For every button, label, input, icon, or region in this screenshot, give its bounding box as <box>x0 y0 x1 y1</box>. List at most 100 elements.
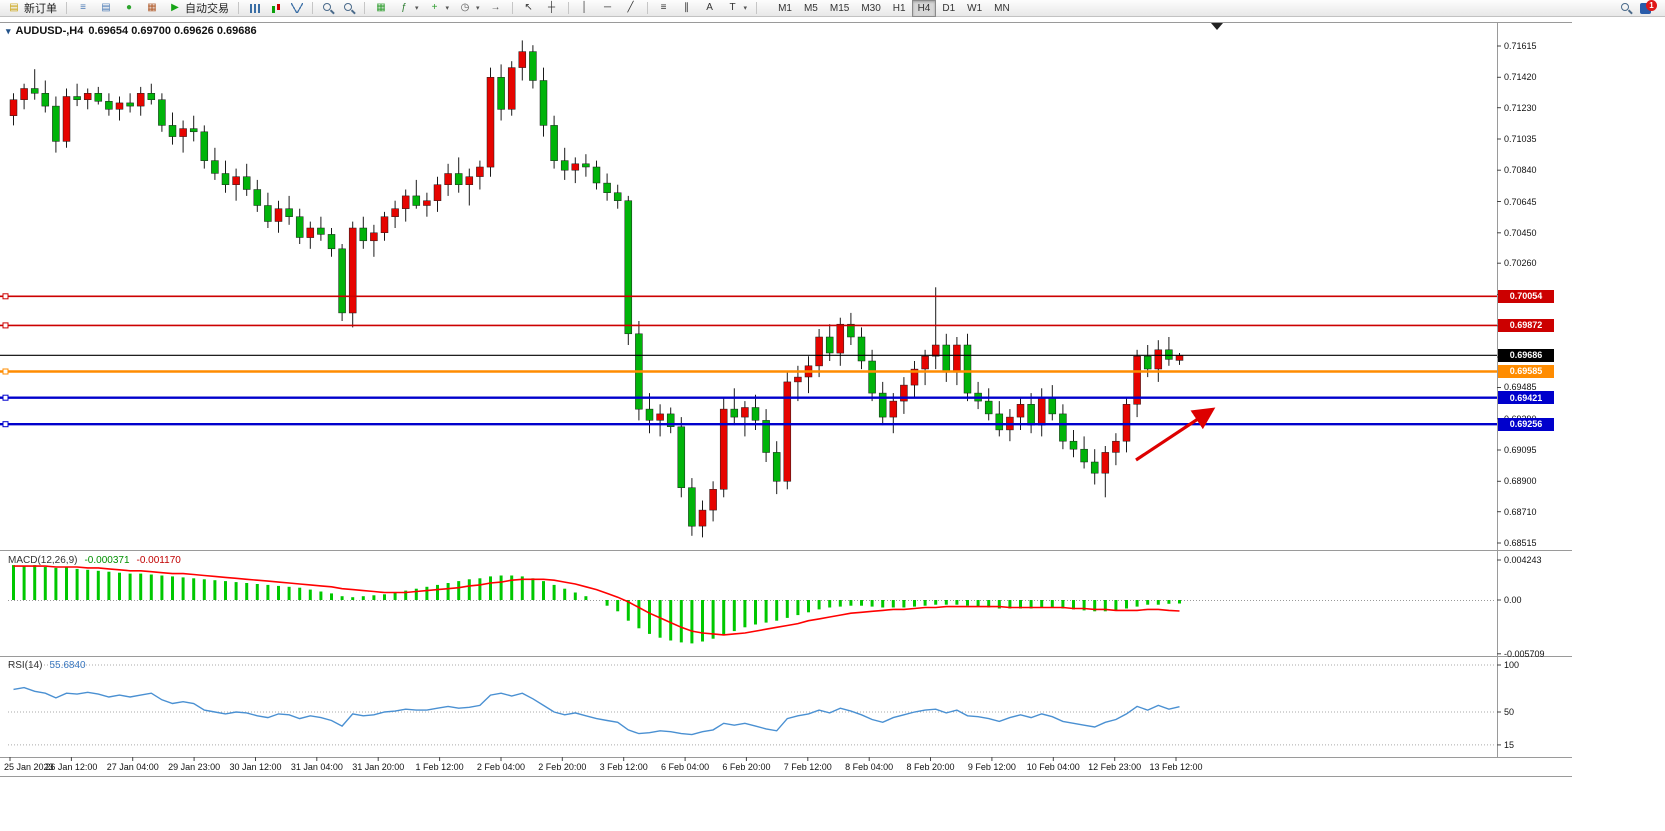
candle-body <box>921 355 929 370</box>
timeframe-h4[interactable]: H4 <box>911 0 937 17</box>
price-axis-label: 0.71615 <box>1504 41 1537 51</box>
time-axis-label: 10 Feb 04:00 <box>1026 762 1080 772</box>
timeframe-w1[interactable]: W1 <box>967 2 983 14</box>
timeframe-group: M1 M5 M15 M30 H1 H4 D1 W1 MN <box>772 0 1016 17</box>
candle-body <box>454 173 463 185</box>
tile-windows-button[interactable] <box>370 0 392 17</box>
candle-body <box>433 184 442 201</box>
dropdown-caret-icon: ▾ <box>743 5 748 12</box>
candle-body <box>666 413 675 427</box>
price-badge-0.69256: 0.69256 <box>1498 417 1554 431</box>
time-axis-label: 2 Feb 04:00 <box>476 762 525 772</box>
chart-shift-button[interactable] <box>485 0 507 17</box>
timeframe-mn[interactable]: MN <box>994 2 1010 14</box>
trendline-button[interactable] <box>620 0 642 17</box>
candle-body <box>83 93 92 100</box>
zoom-in-button[interactable] <box>318 0 338 17</box>
clock-icon <box>458 2 472 15</box>
candle-body <box>942 344 951 373</box>
price-badge-0.69585: 0.69585 <box>1498 364 1554 378</box>
candle-body <box>1175 355 1184 361</box>
hline-handle[interactable] <box>2 368 9 375</box>
navigator-button[interactable] <box>118 0 140 17</box>
timeframe-m5[interactable]: M5 <box>803 2 818 14</box>
candle-body <box>847 323 855 338</box>
candle-body <box>603 182 611 193</box>
vertical-line-icon <box>578 2 592 15</box>
candle-body <box>338 248 346 314</box>
timeframe-m15[interactable]: M15 <box>829 2 850 14</box>
chart-menu-icon[interactable]: ▾ <box>6 25 11 36</box>
price-axis-label: 0.68710 <box>1504 506 1537 517</box>
candle-body <box>30 88 39 94</box>
crosshair-button[interactable] <box>541 0 563 17</box>
candle-body <box>444 173 452 185</box>
macd-indicator-name: MACD(12,26,9) <box>8 555 78 566</box>
search-icon[interactable] <box>1620 2 1632 14</box>
time-axis-label: 12 Feb 23:00 <box>1088 762 1142 772</box>
navigator-icon <box>122 2 136 15</box>
auto-trading-button[interactable]: 自动交易 <box>164 0 233 17</box>
candle-body <box>136 93 145 107</box>
candle-body <box>1165 349 1173 360</box>
candlestick-chart-icon <box>271 2 282 14</box>
horizontal-line-button[interactable] <box>597 0 619 17</box>
new-order-button[interactable]: 新订单 <box>3 0 61 17</box>
candle-body <box>624 200 633 335</box>
bar-chart-button[interactable] <box>244 0 266 17</box>
candlestick-chart-button[interactable] <box>267 0 286 17</box>
hline-handle[interactable] <box>2 394 9 401</box>
notifications-base-icon <box>1640 2 1651 14</box>
candle-body <box>189 128 198 133</box>
hline-handle[interactable] <box>2 421 9 428</box>
new-order-icon <box>7 2 21 15</box>
candle-body <box>645 408 654 421</box>
channel-icon <box>680 2 694 15</box>
candle-body <box>836 323 845 354</box>
new-chart-icon <box>428 2 442 15</box>
macd-signal-line <box>13 565 1180 636</box>
data-window-button[interactable] <box>95 0 117 17</box>
candle-body <box>719 408 728 490</box>
vertical-line-button[interactable] <box>574 0 596 17</box>
candle-body <box>868 360 876 394</box>
chart-end-marker <box>1211 23 1223 30</box>
candle-body <box>52 105 60 142</box>
time-axis-label: 6 Feb 04:00 <box>661 762 710 772</box>
period-button[interactable]: ▾ <box>454 0 484 17</box>
cursor-button[interactable] <box>518 0 540 17</box>
timeframe-d1[interactable]: D1 <box>942 2 956 14</box>
channel-button[interactable] <box>676 0 698 17</box>
fibonacci-button[interactable] <box>653 0 675 17</box>
trend-arrow[interactable] <box>1135 407 1216 462</box>
candle-body <box>762 420 770 453</box>
price-badge-0.69686: 0.69686 <box>1498 348 1554 362</box>
new-chart-button[interactable]: ▾ <box>424 0 454 17</box>
zoom-out-button[interactable] <box>339 0 359 17</box>
candle-body <box>242 176 251 190</box>
text-label-button[interactable]: ▾ <box>722 0 752 17</box>
timeframe-m30[interactable]: M30 <box>861 2 881 14</box>
candle-body <box>423 200 431 206</box>
candle-body <box>486 77 495 168</box>
tile-windows-icon <box>374 2 388 15</box>
price-axis-label: 0.68515 <box>1504 538 1537 548</box>
candle-body <box>688 487 696 527</box>
timeframe-h1[interactable]: H1 <box>892 2 906 14</box>
line-chart-button[interactable] <box>287 0 307 17</box>
horizontal-line-icon <box>601 2 615 15</box>
time-axis-label: 6 Feb 20:00 <box>722 762 771 772</box>
notifications-icon[interactable]: 1 <box>1640 0 1657 15</box>
candle-body <box>115 102 124 110</box>
market-watch-button[interactable] <box>72 0 94 17</box>
zoom-out-icon <box>343 2 355 14</box>
timeframe-m1[interactable]: M1 <box>778 2 792 14</box>
terminal-button[interactable] <box>141 0 163 17</box>
candle-body <box>264 205 272 222</box>
hline-handle[interactable] <box>2 322 9 329</box>
text-button[interactable] <box>699 0 721 17</box>
hline-handle[interactable] <box>2 293 9 300</box>
indicators-button[interactable]: ▾ <box>393 0 423 17</box>
candle-body <box>41 93 50 107</box>
